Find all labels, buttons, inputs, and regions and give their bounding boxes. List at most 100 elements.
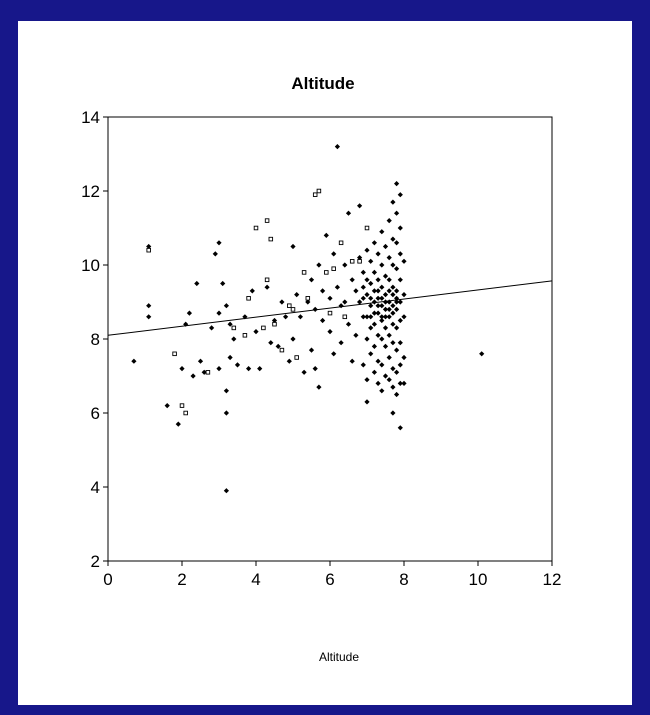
- data-point: [216, 240, 222, 246]
- data-point: [308, 277, 315, 283]
- data-point: [349, 358, 355, 364]
- data-point: [368, 280, 374, 287]
- data-point: [375, 251, 381, 257]
- data-point: [331, 351, 337, 357]
- data-point: [379, 336, 385, 342]
- data-point-open: [294, 355, 299, 360]
- data-point: [271, 317, 278, 324]
- regression-line: [107, 280, 553, 336]
- data-point: [394, 210, 400, 216]
- y-tick-label: 4: [91, 478, 100, 497]
- y-tick-label: 12: [81, 182, 100, 201]
- data-point-open: [272, 321, 277, 327]
- data-point: [390, 199, 396, 205]
- data-point: [401, 380, 407, 386]
- data-point: [397, 317, 403, 324]
- data-point: [375, 380, 381, 386]
- data-point: [368, 295, 374, 301]
- data-point: [382, 314, 389, 320]
- y-tick-label: 14: [81, 108, 100, 127]
- data-point-open: [324, 270, 329, 275]
- data-point: [394, 288, 400, 294]
- data-point-open: [290, 307, 296, 312]
- data-point: [368, 314, 374, 320]
- data-point: [216, 366, 222, 372]
- data-point: [386, 332, 392, 338]
- data-point-open: [242, 333, 248, 338]
- data-point: [394, 266, 400, 272]
- data-point: [349, 277, 355, 283]
- x-tick-label: 10: [469, 570, 488, 589]
- data-point: [386, 314, 392, 320]
- data-point: [357, 255, 363, 261]
- data-point: [131, 358, 137, 364]
- data-point-open: [327, 310, 333, 316]
- data-point: [231, 336, 237, 342]
- data-point: [342, 299, 348, 305]
- data-point-open: [312, 192, 318, 197]
- chart-title: Altitude: [291, 74, 354, 93]
- data-point: [201, 369, 207, 375]
- data-point: [297, 314, 303, 320]
- data-point-open: [364, 225, 370, 231]
- data-point: [345, 321, 352, 327]
- data-point: [386, 377, 392, 383]
- data-point: [275, 343, 281, 349]
- data-point: [316, 262, 322, 268]
- data-point: [175, 421, 181, 427]
- data-point-open: [183, 410, 188, 416]
- data-point: [286, 358, 292, 364]
- data-point: [382, 343, 389, 349]
- data-point: [290, 243, 296, 250]
- data-point-open: [246, 296, 251, 301]
- data-point: [368, 258, 374, 264]
- data-point: [371, 369, 377, 375]
- data-point: [364, 247, 370, 253]
- data-point: [390, 310, 396, 316]
- data-point: [390, 292, 396, 298]
- data-point: [186, 310, 192, 316]
- data-point: [342, 262, 348, 268]
- data-point: [386, 288, 392, 294]
- data-point-open: [357, 259, 362, 264]
- data-points: [131, 144, 485, 494]
- data-point: [375, 288, 381, 294]
- data-point: [345, 210, 352, 216]
- data-point: [394, 391, 400, 398]
- data-point: [209, 325, 215, 331]
- data-point: [146, 314, 152, 320]
- data-point: [320, 288, 326, 294]
- x-axis-label: Altitude: [319, 650, 359, 664]
- data-point: [294, 292, 300, 298]
- data-point: [283, 314, 289, 320]
- data-point: [371, 288, 377, 294]
- data-point: [397, 340, 403, 346]
- data-point: [397, 299, 403, 305]
- data-point: [379, 314, 385, 320]
- data-point: [382, 373, 389, 379]
- data-point: [316, 384, 322, 390]
- data-point: [371, 240, 377, 246]
- data-point: [212, 251, 218, 257]
- data-point: [379, 303, 385, 309]
- chart-panel: Altitude 0 2 4 6 8 10 12 2 4 6 8 10 12 14 Altitude: [18, 21, 632, 705]
- x-tick-label: 2: [177, 570, 186, 589]
- data-point: [334, 144, 340, 150]
- data-point: [257, 366, 263, 372]
- data-point: [386, 218, 392, 224]
- data-point-open: [146, 247, 151, 253]
- data-point-open: [205, 370, 211, 375]
- data-point: [242, 314, 248, 320]
- x-tick-label: 12: [543, 570, 562, 589]
- data-point: [401, 314, 407, 320]
- data-point: [357, 299, 363, 305]
- data-point: [216, 310, 222, 316]
- data-point: [382, 243, 389, 250]
- data-point: [386, 277, 392, 283]
- data-point: [320, 317, 326, 324]
- data-point-open: [349, 259, 355, 264]
- data-point: [364, 399, 370, 405]
- data-point: [249, 288, 255, 294]
